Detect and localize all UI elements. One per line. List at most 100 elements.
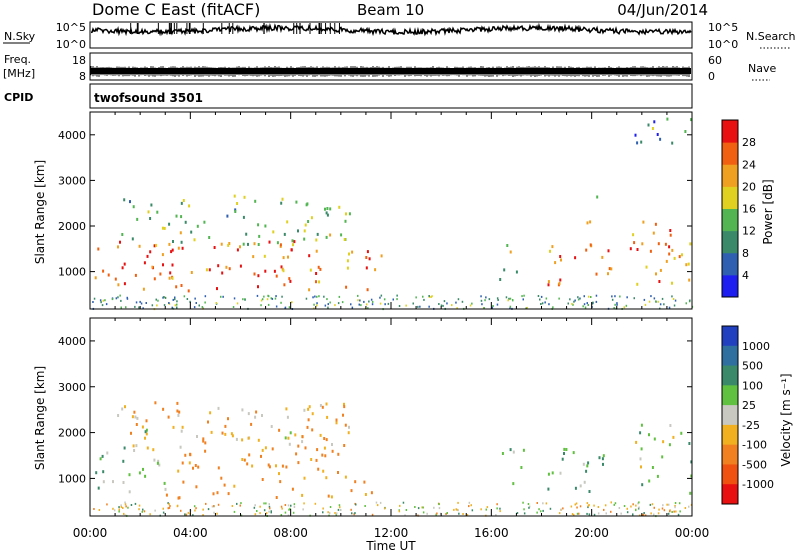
range-cell	[232, 306, 235, 308]
range-cell	[119, 294, 121, 297]
range-cell	[343, 402, 345, 406]
range-cell	[319, 267, 322, 271]
range-cell	[221, 271, 224, 275]
range-cell	[470, 504, 472, 507]
range-cell	[633, 241, 636, 245]
range-cell	[247, 436, 250, 440]
range-cell	[438, 303, 440, 305]
colorbar-tick-label: 28	[742, 136, 756, 149]
range-cell	[497, 299, 499, 301]
range-cell	[285, 407, 288, 411]
range-cell	[316, 232, 319, 236]
freq-label-top: Freq.	[4, 53, 31, 66]
range-cell	[653, 513, 655, 516]
power-colorbar: 4 8 12 16 20 24 28	[721, 119, 756, 298]
range-cell	[642, 220, 645, 224]
range-cell	[245, 232, 248, 236]
range-cell	[176, 504, 179, 507]
range-cell	[512, 450, 515, 454]
range-cell	[575, 502, 578, 505]
range-cell	[649, 249, 652, 253]
range-cell	[485, 296, 487, 299]
colorbar-segment	[722, 252, 738, 276]
range-cell	[643, 298, 646, 301]
range-cell	[635, 509, 637, 512]
range-cell	[680, 431, 683, 435]
range-cell	[327, 511, 329, 514]
range-cell	[589, 220, 592, 224]
range-cell	[326, 415, 329, 419]
range-cell	[142, 307, 144, 310]
range-cell	[146, 254, 149, 258]
range-cell	[579, 505, 582, 508]
range-cell	[480, 508, 482, 511]
range-cell	[150, 203, 153, 207]
range-cell	[165, 493, 168, 497]
range-cell	[264, 269, 267, 273]
range-cell	[132, 444, 135, 448]
range-cell	[162, 407, 165, 411]
range-cell	[638, 501, 640, 504]
range-cell	[436, 512, 438, 515]
range-cell	[187, 289, 190, 293]
range-cell	[176, 401, 179, 405]
range-cell	[357, 299, 359, 302]
range-cell	[171, 263, 174, 267]
range-cell	[671, 141, 674, 145]
velocity-colorbar: 1000 500 100 25 -25 -100 -500 -1000	[721, 325, 774, 505]
range-cell	[402, 501, 405, 504]
range-cell	[270, 510, 272, 513]
range-cell	[156, 304, 158, 307]
range-cell	[188, 461, 191, 465]
colorbar-tick-label: 8	[742, 247, 749, 260]
range-cell	[334, 304, 336, 307]
range-cell	[540, 295, 543, 298]
range-cell	[259, 505, 261, 508]
range-cell	[364, 505, 366, 507]
range-cell	[231, 505, 234, 507]
colorbar-tick-label: 25	[742, 399, 756, 412]
range-cell	[236, 502, 238, 505]
range-cell	[122, 459, 125, 463]
range-cell	[120, 506, 123, 508]
range-cell	[539, 298, 541, 301]
range-cell	[123, 198, 126, 202]
range-cell	[672, 298, 675, 300]
range-cell	[135, 444, 138, 448]
range-cell	[174, 298, 176, 301]
range-cell	[255, 410, 258, 414]
range-cell	[322, 469, 325, 473]
range-cell	[286, 415, 289, 419]
range-cell	[620, 512, 622, 515]
freq-trace	[90, 66, 691, 77]
range-cell	[466, 514, 469, 516]
range-cell	[270, 297, 272, 300]
range-cell	[278, 428, 281, 432]
range-cell	[310, 216, 313, 220]
range-cell	[177, 469, 180, 473]
range-cell	[653, 297, 656, 300]
range-cell	[128, 473, 131, 477]
range-cell	[111, 298, 114, 301]
range-cell	[287, 504, 290, 507]
range-cell	[136, 217, 139, 221]
range-cell	[134, 305, 136, 308]
range-cell	[243, 195, 246, 199]
range-cell	[451, 304, 453, 307]
range-cell	[338, 295, 341, 298]
colorbar-segment	[722, 345, 738, 367]
y-tick-label: 4000	[58, 335, 86, 348]
range-cell	[268, 510, 270, 513]
colorbar-tick-label: 1000	[742, 340, 770, 353]
range-cell	[233, 194, 236, 198]
x-tick-label: 12:00	[374, 526, 409, 540]
range-cell	[241, 438, 244, 442]
range-cell	[281, 507, 283, 510]
colorbar-tick-label: -25	[742, 419, 760, 432]
colorbar-segment	[722, 120, 738, 143]
range-cell	[97, 486, 100, 490]
range-cell	[236, 248, 239, 252]
range-cell	[163, 226, 166, 230]
range-cell	[605, 512, 607, 515]
range-cell	[107, 273, 110, 277]
